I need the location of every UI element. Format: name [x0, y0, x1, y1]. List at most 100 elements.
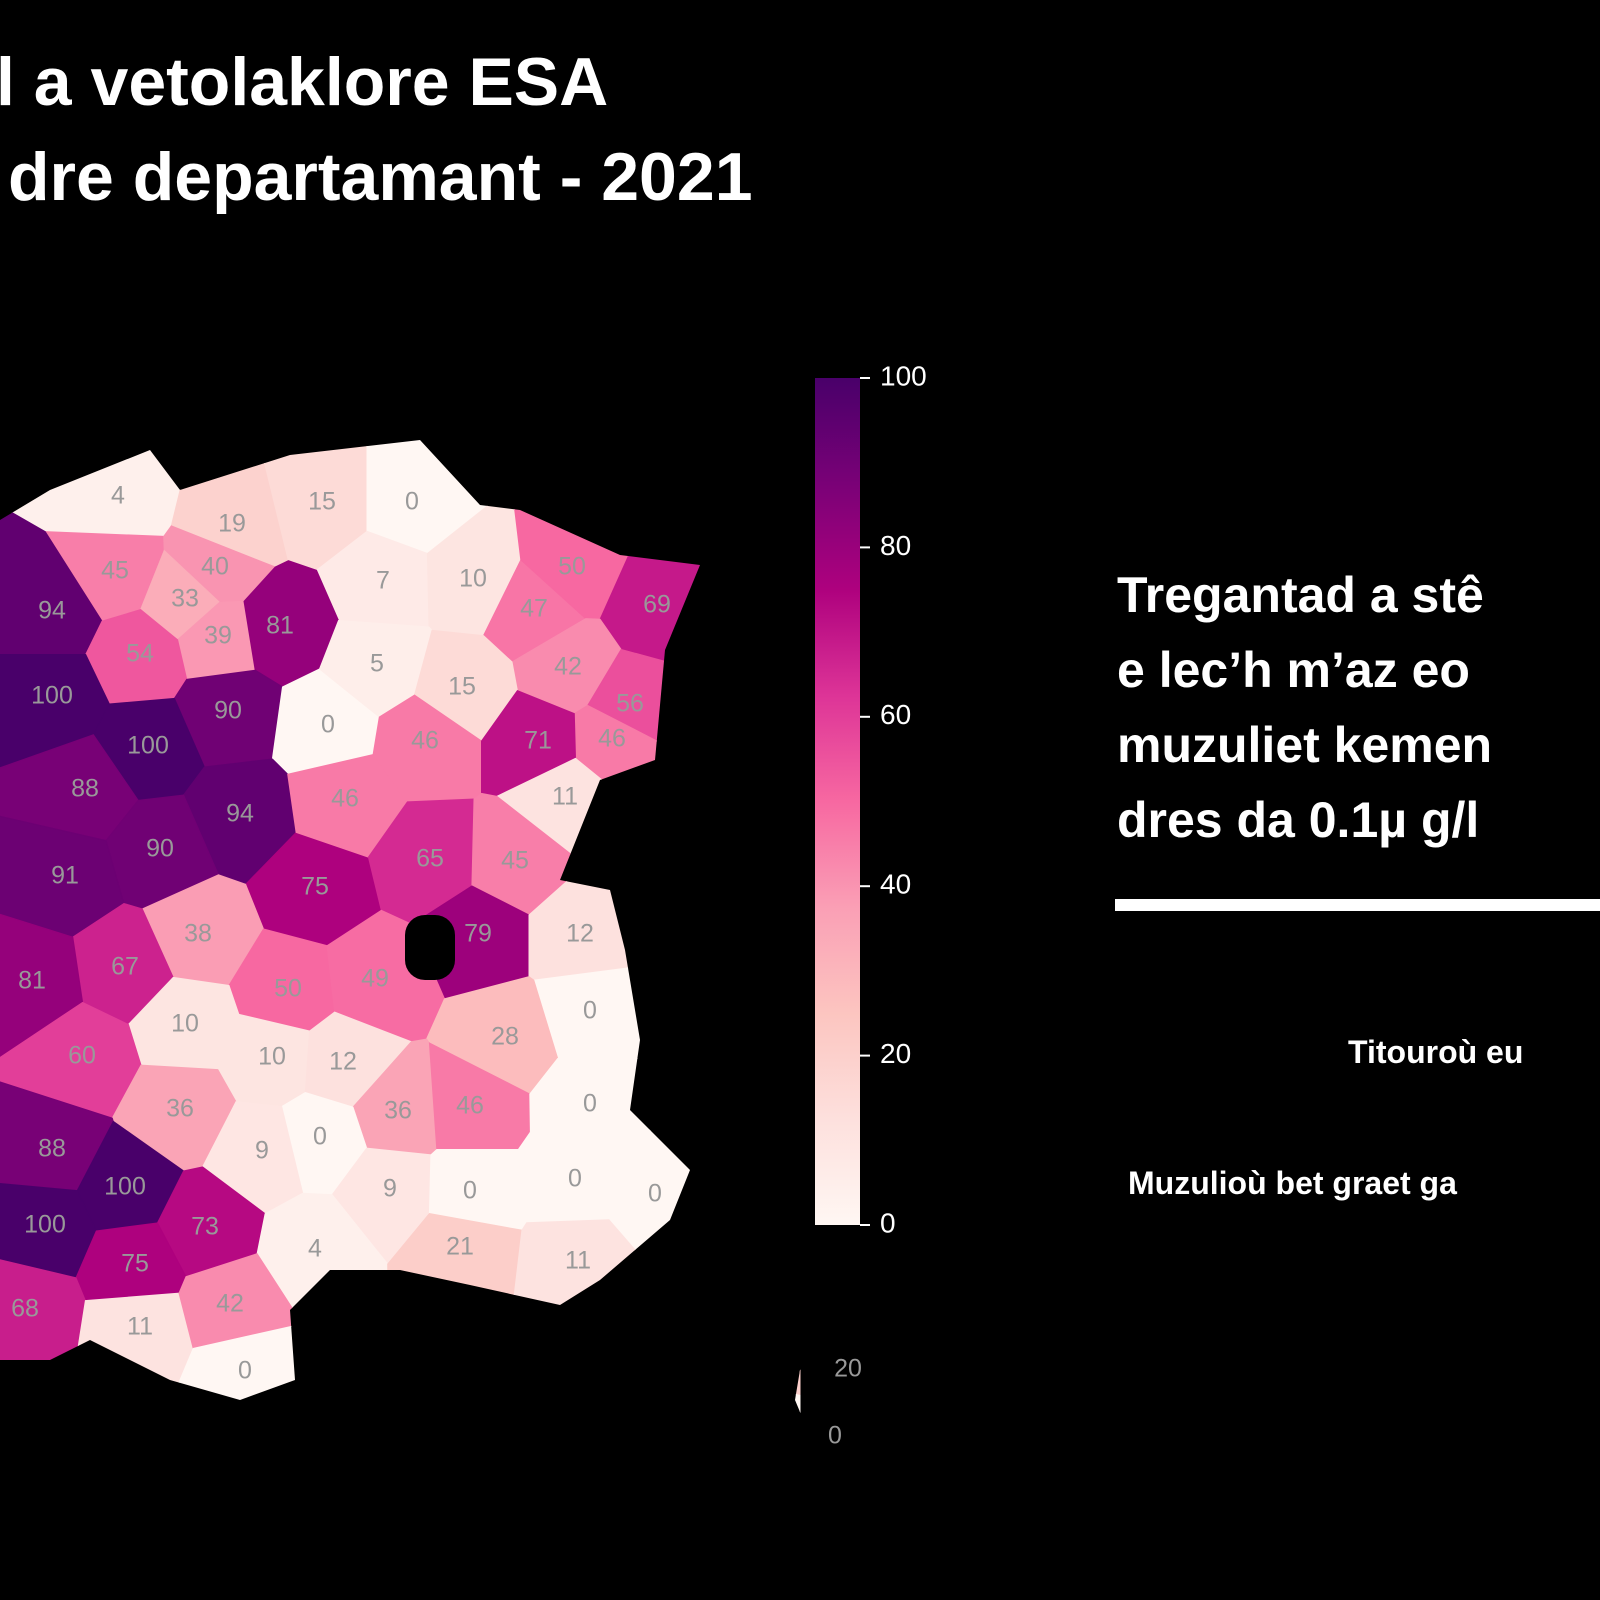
divider: [1115, 899, 1600, 911]
department-value: 67: [111, 953, 139, 981]
department-value: 0: [568, 1165, 582, 1193]
department-value: 0: [321, 711, 335, 739]
department-value: 81: [266, 612, 294, 640]
department-value: 10: [459, 565, 487, 593]
colorbar-tick-label: 40: [880, 869, 911, 900]
department: [599, 440, 700, 699]
department-value: 69: [643, 591, 671, 619]
department-value: 0: [648, 1180, 662, 1208]
department-value: 15: [308, 488, 336, 516]
department-value: 19: [218, 510, 246, 538]
department-value: 28: [491, 1023, 519, 1051]
department-value: 94: [226, 800, 254, 828]
department-value: 4: [308, 1235, 322, 1263]
department-value: 11: [565, 1247, 591, 1275]
department-value: 56: [616, 690, 644, 718]
department: [484, 1219, 700, 1400]
department-value: 45: [501, 847, 529, 875]
title-line: l a vetolaklore ESA: [0, 44, 608, 120]
department-value: 42: [216, 1290, 244, 1318]
department-value: 20: [834, 1355, 862, 1383]
department-value: 46: [598, 725, 626, 753]
colorbar-tick-label: 20: [880, 1038, 911, 1069]
department-value: 11: [127, 1313, 153, 1341]
department-value: 60: [68, 1042, 96, 1070]
side-text: dres da 0.1µ g/l: [1117, 792, 1479, 848]
department-value: 94: [38, 597, 66, 625]
department: [608, 1039, 700, 1400]
department-value: 100: [127, 732, 169, 760]
department-value: 46: [456, 1092, 484, 1120]
department-value: 15: [448, 673, 476, 701]
department-value: 5: [370, 650, 384, 678]
department-value: 54: [126, 640, 154, 668]
department-value: 0: [583, 997, 597, 1025]
side-text: Tregantad a stê: [1117, 567, 1484, 623]
department-value: 100: [31, 682, 73, 710]
department-value: 45: [101, 557, 129, 585]
colorbar-tick-label: 100: [880, 360, 927, 391]
note: Muzulioù bet graet ga: [1128, 1165, 1457, 1201]
department-value: 39: [204, 622, 232, 650]
department-value: 10: [258, 1043, 286, 1071]
department-value: 65: [416, 845, 444, 873]
department-value: 10: [171, 1010, 199, 1038]
department-value: 0: [405, 488, 419, 516]
department-value: 79: [464, 920, 492, 948]
mainland-map: [0, 440, 700, 1400]
department-value: 4: [111, 482, 125, 510]
department-value: 47: [520, 595, 548, 623]
department-value: 0: [583, 1090, 597, 1118]
department-value: 0: [238, 1357, 252, 1385]
department-value: 40: [201, 553, 229, 581]
department-value: 9: [255, 1137, 269, 1165]
colorbar-tick-label: 60: [880, 699, 911, 730]
department-value: 71: [524, 727, 552, 755]
department-value: 73: [191, 1213, 219, 1241]
department-value: 68: [11, 1295, 39, 1323]
department-value: 42: [554, 653, 582, 681]
department-value: 46: [411, 727, 439, 755]
department-value: 88: [38, 1135, 66, 1163]
department-value: 91: [51, 862, 79, 890]
department-value: 36: [384, 1097, 412, 1125]
department-value: 0: [828, 1422, 842, 1450]
department: [0, 897, 84, 1078]
department-value: 7: [376, 567, 390, 595]
department-value: 21: [446, 1233, 474, 1261]
department-value: 46: [331, 785, 359, 813]
department-value: 50: [274, 975, 302, 1003]
title-line: dre departamant - 2021: [8, 139, 753, 215]
colorbar-tick-label: 80: [880, 530, 911, 561]
department-value: 90: [214, 697, 242, 725]
department-value: 75: [301, 873, 329, 901]
colorbar-tick-label: 0: [880, 1207, 896, 1238]
department-value: 36: [166, 1095, 194, 1123]
department-value: 12: [566, 920, 594, 948]
department-value: 49: [361, 965, 389, 993]
department-value: 100: [24, 1211, 66, 1239]
missing-department: [405, 915, 455, 980]
department-value: 100: [104, 1173, 146, 1201]
department: [0, 1247, 86, 1400]
department: [387, 1213, 523, 1400]
department-value: 11: [552, 783, 578, 811]
department-value: 50: [558, 553, 586, 581]
side-text: e lec’h m’az eo: [1117, 642, 1470, 698]
department-value: 38: [184, 920, 212, 948]
note: Titouroù eu: [1348, 1034, 1523, 1070]
department-value: 81: [18, 967, 46, 995]
department-value: 9: [383, 1175, 397, 1203]
department-value: 0: [313, 1123, 327, 1151]
department-value: 12: [329, 1048, 357, 1076]
department: [528, 852, 700, 981]
department: [529, 1058, 700, 1151]
department-value: 90: [146, 835, 174, 863]
department-value: 0: [463, 1177, 477, 1205]
side-text: muzuliet kemen: [1117, 717, 1492, 773]
department-value: 33: [171, 585, 199, 613]
department-value: 75: [121, 1250, 149, 1278]
colorbar: [815, 378, 860, 1225]
department-value: 88: [71, 775, 99, 803]
